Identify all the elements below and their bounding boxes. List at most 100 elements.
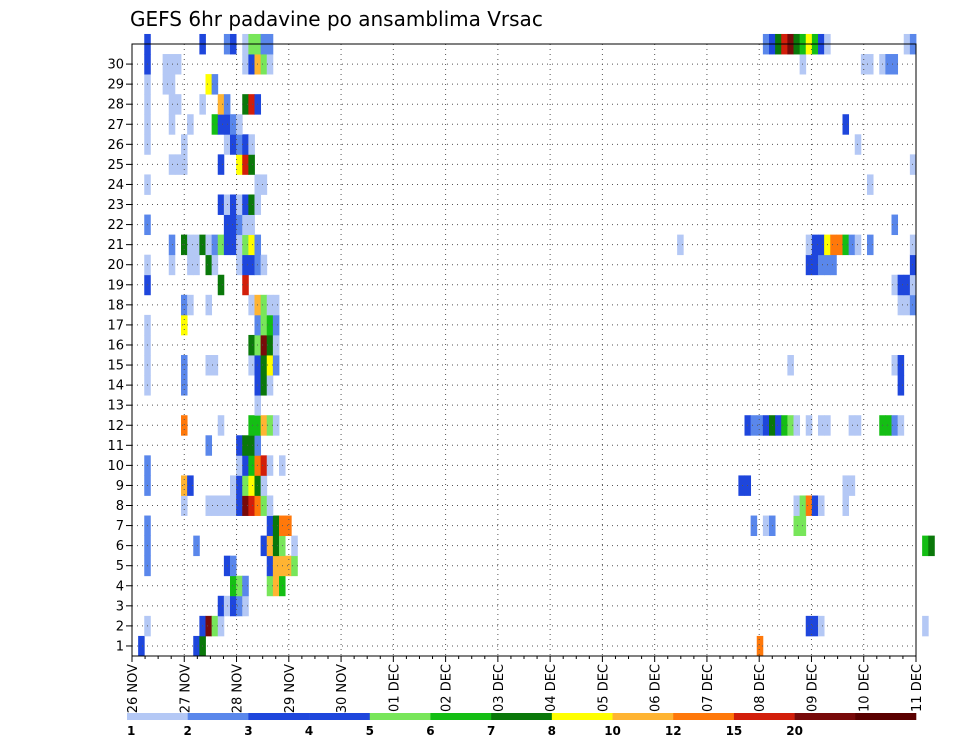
legend-swatch: [187, 713, 249, 720]
heatmap-cell: [260, 314, 268, 336]
heatmap-cell: [205, 254, 213, 276]
y-tick-label: 19: [107, 278, 124, 293]
heatmap-cell: [272, 294, 280, 316]
legend-swatch: [794, 713, 856, 720]
chart-title: GEFS 6hr padavine po ansamblima Vrsac: [130, 7, 543, 31]
heatmap-cell: [217, 595, 225, 617]
x-tick-label: 01 DEC: [387, 664, 402, 712]
legend-swatch: [491, 713, 553, 720]
y-tick-label: 23: [107, 198, 124, 213]
heatmap-cell: [272, 355, 280, 376]
heatmap-cell: [236, 234, 243, 256]
heatmap-cell: [248, 134, 255, 155]
legend-label: 20: [786, 724, 803, 738]
heatmap-cell: [836, 234, 843, 256]
heatmap-cell: [236, 435, 243, 456]
heatmap-cell: [266, 355, 274, 376]
heatmap-cell: [867, 174, 874, 195]
y-tick-label: 13: [107, 399, 124, 414]
heatmap-cell: [272, 575, 280, 597]
heatmap-cell: [248, 334, 255, 356]
legend-swatch: [369, 713, 431, 720]
legend-swatch: [733, 713, 795, 720]
heatmap-cell: [242, 495, 249, 516]
heatmap-cell: [217, 94, 225, 115]
heatmap-cell: [781, 415, 788, 436]
heatmap-cell: [897, 375, 905, 396]
heatmap-cell: [891, 54, 899, 75]
x-tick-label: 06 DEC: [649, 664, 664, 712]
heatmap-cell: [187, 234, 194, 256]
x-tick-label: 08 DEC: [753, 664, 768, 712]
y-tick-label: 8: [116, 499, 124, 514]
heatmap-cell: [248, 254, 255, 276]
heatmap-cell: [291, 535, 298, 557]
heatmap-cell: [266, 495, 274, 516]
heatmap-cell: [138, 635, 145, 657]
heatmap-cell: [867, 234, 874, 256]
heatmap-cell: [793, 495, 801, 516]
y-axis-ticks: 1234567891011121314151617181920212223242…: [107, 58, 132, 654]
heatmap-cell: [909, 294, 917, 316]
heatmap-cell: [181, 495, 188, 516]
heatmap-cell: [272, 334, 280, 356]
x-tick-label: 26 NOV: [126, 664, 141, 713]
heatmap-cell: [842, 114, 850, 135]
heatmap-cell: [211, 114, 219, 135]
y-tick-label: 10: [107, 459, 124, 474]
y-tick-label: 9: [116, 479, 124, 494]
legend-swatch: [430, 713, 492, 720]
heatmap-cell: [805, 415, 813, 436]
heatmap-cell: [891, 355, 899, 376]
heatmap-cell: [848, 415, 856, 436]
y-tick-label: 3: [116, 599, 124, 614]
heatmap-cell: [242, 194, 249, 215]
heatmap-cell: [848, 234, 856, 256]
y-tick-label: 28: [107, 98, 124, 113]
heatmap-cell: [260, 254, 268, 276]
x-tick-label: 11 DEC: [910, 664, 925, 712]
heatmap-cell: [897, 274, 905, 296]
y-tick-label: 11: [107, 439, 124, 454]
heatmap-cell: [818, 234, 825, 256]
heatmap-cell: [205, 615, 213, 637]
heatmap-cell: [909, 154, 917, 175]
heatmap-cell: [217, 114, 225, 135]
heatmap-cell: [211, 234, 219, 256]
x-tick-label: 28 NOV: [231, 664, 246, 713]
heatmap-cell: [818, 495, 825, 516]
heatmap-cell: [248, 294, 255, 316]
heatmap-cell: [205, 435, 213, 456]
heatmap-cell: [248, 54, 255, 75]
heatmap-cell: [236, 475, 243, 496]
heatmap-cell: [162, 74, 170, 95]
heatmap-cell: [811, 234, 819, 256]
heatmap-cell: [230, 114, 237, 135]
y-tick-label: 12: [107, 419, 124, 434]
heatmap-cell: [762, 415, 770, 436]
y-tick-label: 15: [107, 359, 124, 374]
heatmap-cell: [248, 154, 255, 175]
heatmap-cell: [891, 415, 899, 436]
heatmap-cell: [266, 54, 274, 75]
legend-swatch: [551, 713, 613, 720]
heatmap-cell: [242, 254, 249, 276]
heatmap-cell: [193, 635, 200, 657]
heatmap-cell: [266, 294, 274, 316]
heatmap-cell: [248, 435, 255, 456]
heatmap-cell: [211, 254, 219, 276]
legend-label: 12: [665, 724, 682, 738]
heatmap-cell: [285, 515, 292, 537]
legend-label: 7: [487, 724, 495, 738]
heatmap-cell: [211, 74, 219, 95]
heatmap-cell: [230, 555, 237, 577]
y-tick-label: 16: [107, 338, 124, 353]
heatmap-cell: [805, 495, 813, 516]
y-tick-label: 27: [107, 118, 124, 133]
heatmap-cell: [805, 254, 813, 276]
heatmap-cell: [236, 154, 243, 175]
x-tick-label: 09 DEC: [805, 664, 820, 712]
heatmap-cell: [285, 555, 292, 577]
x-axis-ticks: 26 NOV 27 NOV 28 NOV 29 NOV 30 NOV 01 DEC 02 D…: [126, 656, 925, 713]
